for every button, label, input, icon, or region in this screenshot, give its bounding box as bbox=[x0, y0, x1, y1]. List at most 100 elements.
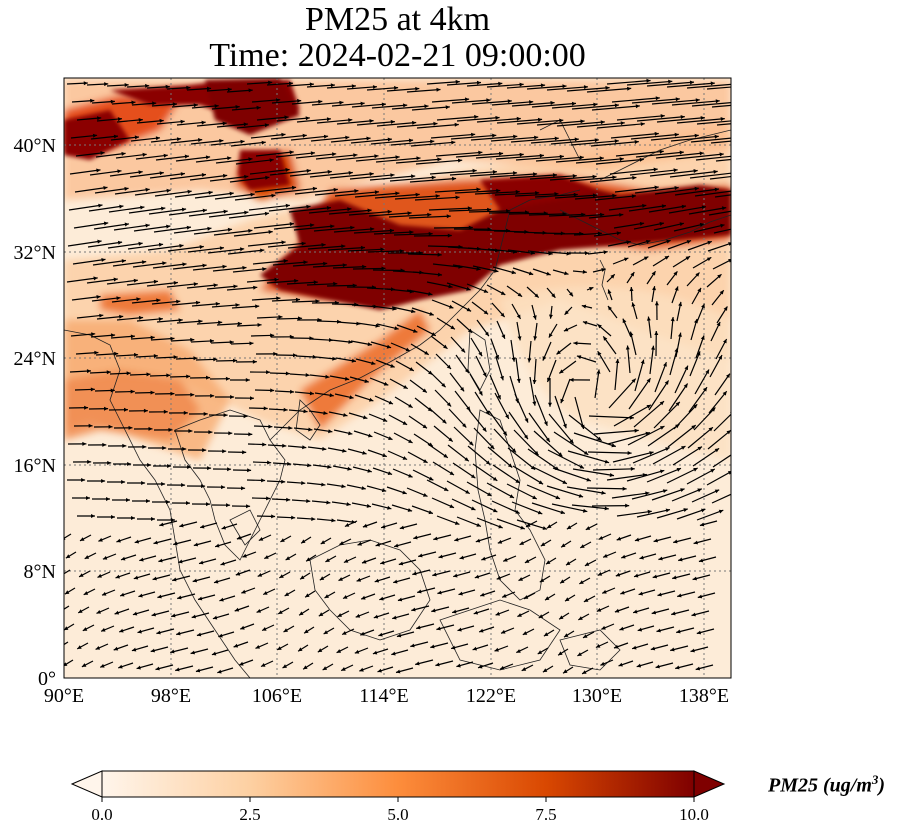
wind-arrow-shaft bbox=[407, 253, 442, 256]
wind-arrow-head bbox=[151, 517, 155, 521]
wind-arrow-shaft bbox=[249, 168, 290, 175]
wind-arrow-head bbox=[409, 230, 414, 235]
wind-arrow-head bbox=[245, 378, 250, 382]
wind-arrow-head bbox=[223, 173, 228, 178]
wind-arrow-head bbox=[502, 593, 507, 598]
wind-arrow-head bbox=[288, 425, 293, 430]
wind-arrow-head bbox=[138, 315, 144, 320]
wind-arrow-shaft bbox=[533, 358, 537, 385]
wind-arrow-shaft bbox=[149, 172, 185, 179]
wind-arrow-shaft bbox=[650, 134, 699, 141]
wind-arrow-head bbox=[511, 270, 516, 275]
wind-arrow-shaft bbox=[168, 209, 207, 216]
wind-arrow-shaft bbox=[414, 196, 460, 201]
wind-arrow-head bbox=[457, 627, 462, 632]
wind-arrow-head bbox=[250, 192, 255, 197]
wind-arrow-head bbox=[198, 596, 203, 601]
wind-arrow-head bbox=[673, 539, 678, 544]
wind-arrow-shaft bbox=[473, 427, 495, 450]
wind-arrow-shaft bbox=[191, 303, 220, 307]
wind-arrow-shaft bbox=[513, 429, 539, 456]
wind-arrow-shaft bbox=[286, 281, 318, 285]
wind-arrow-head bbox=[305, 373, 310, 377]
wind-arrow-head bbox=[303, 409, 308, 414]
wind-arrow-head bbox=[103, 186, 108, 190]
lon-tick-138e: 138°E bbox=[679, 685, 729, 707]
wind-arrow-head bbox=[196, 632, 202, 637]
wind-arrow-head bbox=[103, 221, 109, 226]
wind-arrow-head bbox=[256, 105, 261, 110]
wind-arrow-head bbox=[119, 628, 124, 633]
wind-arrow-head bbox=[492, 476, 498, 481]
wind-arrow-head bbox=[336, 649, 342, 653]
wind-arrow-head bbox=[383, 381, 389, 386]
wind-arrow-shaft bbox=[110, 335, 135, 339]
wind-arrow-shaft bbox=[569, 176, 617, 182]
wind-arrow-head bbox=[83, 591, 89, 595]
wind-arrow-shaft bbox=[116, 316, 144, 321]
wind-arrow-head bbox=[646, 316, 651, 321]
wind-arrow-head bbox=[424, 350, 429, 355]
wind-arrow-head bbox=[521, 667, 527, 671]
wind-arrow-head bbox=[399, 249, 404, 254]
wind-arrow-shaft bbox=[606, 473, 647, 481]
wind-arrow-head bbox=[555, 495, 560, 500]
wind-arrow-head bbox=[690, 648, 695, 653]
wind-arrow-head bbox=[396, 633, 402, 638]
wind-arrow-head bbox=[573, 192, 578, 197]
wind-arrow-shaft bbox=[410, 141, 456, 147]
wind-arrow-head bbox=[472, 646, 477, 651]
wind-arrow-head bbox=[187, 189, 192, 194]
wind-arrow-shaft bbox=[209, 175, 249, 182]
wind-arrow-shaft bbox=[516, 119, 564, 125]
wind-arrow-head bbox=[269, 158, 274, 163]
wind-arrow-head bbox=[201, 484, 206, 489]
wind-arrow-head bbox=[455, 195, 460, 200]
wind-arrow-head bbox=[294, 278, 299, 283]
wind-arrow-shaft bbox=[669, 347, 678, 376]
wind-arrow-head bbox=[519, 82, 524, 87]
wind-arrow-head bbox=[532, 379, 537, 384]
wind-arrow-shaft bbox=[629, 169, 678, 176]
wind-arrow-head bbox=[539, 578, 545, 583]
wind-arrow-head bbox=[631, 302, 636, 307]
wind-arrow-head bbox=[701, 303, 705, 309]
wind-arrow-head bbox=[386, 344, 392, 349]
wind-arrow-head bbox=[380, 247, 385, 252]
wind-arrow-head bbox=[662, 489, 668, 493]
wind-arrow-head bbox=[565, 597, 570, 602]
wind-arrow-shaft bbox=[535, 156, 584, 162]
wind-arrow-head bbox=[134, 352, 139, 357]
wind-arrow-head bbox=[153, 540, 158, 545]
wind-arrow-head bbox=[563, 669, 568, 674]
wind-arrow-head bbox=[119, 314, 124, 319]
wind-arrow-shaft bbox=[671, 488, 703, 502]
wind-arrow-shaft bbox=[370, 139, 414, 145]
wind-arrow-head bbox=[295, 297, 300, 302]
wind-arrow-head bbox=[638, 591, 643, 596]
wind-arrow-head bbox=[212, 615, 218, 620]
wind-arrow-head bbox=[343, 559, 349, 563]
wind-arrow-head bbox=[285, 371, 290, 376]
wind-arrow-head bbox=[482, 372, 487, 377]
wind-arrow-head bbox=[515, 509, 520, 514]
wind-arrow-head bbox=[413, 535, 418, 540]
wind-arrow-shaft bbox=[688, 207, 727, 215]
wind-arrow-head bbox=[697, 446, 702, 451]
wind-arrow-head bbox=[665, 508, 670, 513]
wind-arrow-shaft bbox=[546, 485, 584, 498]
wind-arrow-shaft bbox=[88, 205, 124, 212]
wind-arrow-head bbox=[572, 174, 577, 178]
wind-arrow-head bbox=[387, 209, 392, 214]
wind-arrow-head bbox=[633, 609, 638, 614]
wind-arrow-head bbox=[287, 461, 292, 466]
wind-arrow-shaft bbox=[449, 171, 498, 176]
wind-arrow-head bbox=[141, 481, 146, 485]
wind-arrow-shaft bbox=[597, 350, 611, 373]
wind-arrow-head bbox=[651, 610, 657, 615]
wind-arrow-head bbox=[107, 461, 112, 465]
wind-arrow-shaft bbox=[326, 284, 357, 287]
wind-arrow-head bbox=[537, 510, 543, 515]
wind-arrow-head bbox=[579, 155, 584, 160]
wind-arrow-head bbox=[322, 446, 327, 451]
